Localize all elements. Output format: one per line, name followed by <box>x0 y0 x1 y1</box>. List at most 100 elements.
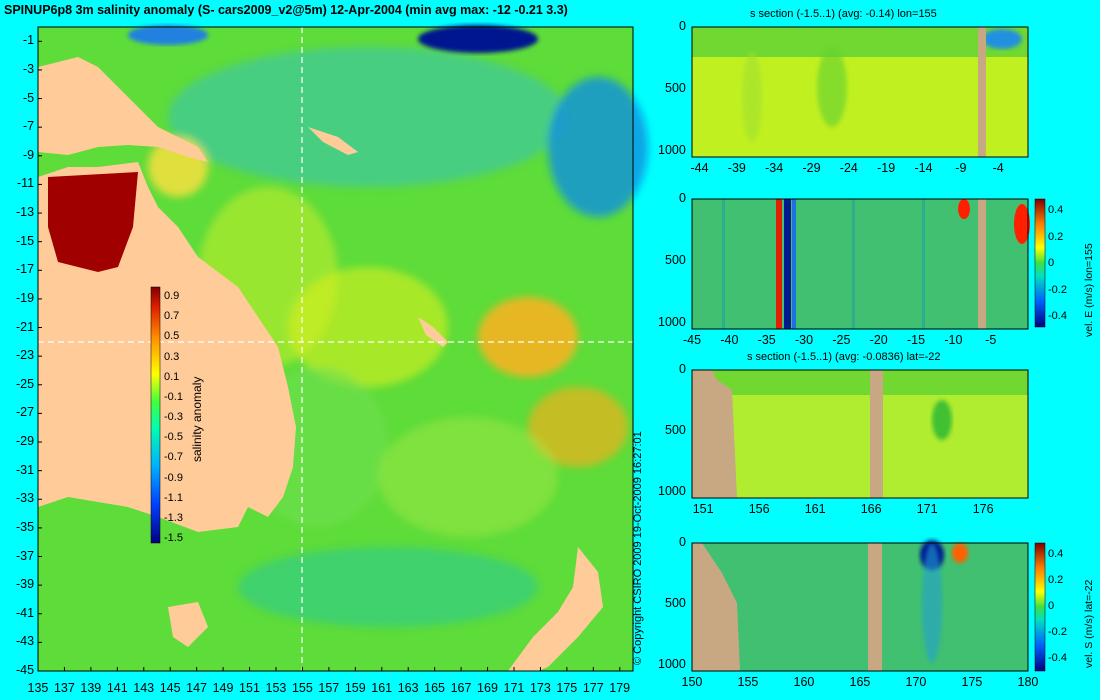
panel4-x-label: 160 <box>793 675 815 689</box>
panel2-colorbar-tick-label: 0 <box>1048 257 1055 269</box>
map-x-label: 147 <box>186 681 208 695</box>
panel3-x-label: 161 <box>804 502 826 516</box>
map-x-label: 153 <box>265 681 287 695</box>
map-colorbar-tick-label: -0.1 <box>164 390 183 403</box>
map-y-label: -11 <box>17 176 35 191</box>
panel2-x-label: -20 <box>869 333 888 347</box>
panel2-x-label: -10 <box>944 333 963 347</box>
panel2-patch <box>1014 204 1030 244</box>
panel1-x-label: -24 <box>839 161 858 175</box>
map-patch <box>528 387 628 467</box>
panel4-x-label: 155 <box>737 675 759 689</box>
solomon-islands <box>308 127 358 155</box>
panel4-colorbar-tick-label: 0.2 <box>1048 574 1064 586</box>
map-x-label: 165 <box>424 681 446 695</box>
section-panel-1 <box>691 26 1029 158</box>
map-colorbar-tick-label: -0.5 <box>164 431 183 444</box>
map-colorbar-tick-label: 0.7 <box>164 310 180 323</box>
map-y-label: -5 <box>23 90 35 105</box>
panel2-colorbar-gradient <box>1034 198 1046 328</box>
panel3-x-label: 166 <box>860 502 882 516</box>
panel2-land <box>978 199 986 329</box>
map-x-label: 135 <box>27 681 49 695</box>
map-y-label: -43 <box>16 634 35 649</box>
map-x-label: 145 <box>159 681 181 695</box>
map-patch <box>478 297 578 377</box>
panel2-colorbar-tick-label: -0.4 <box>1048 310 1067 322</box>
map-x-label: 175 <box>556 681 578 695</box>
panel1-x-label: -9 <box>955 161 967 175</box>
map-colorbar-label: salinity anomaly <box>190 376 204 462</box>
panel4-bg <box>692 543 1028 671</box>
panel2-x-label: -25 <box>832 333 851 347</box>
panel3-y-label: 0 <box>679 362 686 376</box>
map-x-ticks <box>37 667 621 671</box>
map-y-label: -3 <box>23 61 35 76</box>
panel3-title: s section (-1.5..1) (avg: -0.0836) lat=-… <box>747 351 941 363</box>
map-x-label: 151 <box>239 681 260 695</box>
panel1-y-label: 1000 <box>658 142 686 157</box>
panel4-colorbar-label: vel. S (m/s) lat=-22 <box>1083 579 1095 668</box>
map-x-label: 157 <box>318 681 340 695</box>
map-x-label: 149 <box>212 681 234 695</box>
map-y-label: -21 <box>16 319 35 334</box>
map-x-label: 171 <box>503 681 525 695</box>
panel4-x-label: 170 <box>905 675 927 689</box>
map-y-label: -15 <box>16 233 35 248</box>
panel2-stripe <box>776 199 782 329</box>
panel1-band <box>692 27 1028 57</box>
panel3-land <box>870 370 883 498</box>
map-x-label: 179 <box>609 681 631 695</box>
panel1-patch <box>982 29 1022 49</box>
map-colorbar-tick-label: -0.3 <box>164 411 183 423</box>
map-colorbar-tick-label: -1.1 <box>164 491 183 504</box>
map-patch <box>238 547 538 627</box>
panel3-band <box>692 370 1028 395</box>
panel4-y-label: 500 <box>665 595 686 610</box>
map-patch <box>378 417 558 537</box>
panel4-x-label: 180 <box>1017 675 1039 689</box>
panel3-x-label: 176 <box>972 502 994 516</box>
map-x-label: 143 <box>133 681 155 695</box>
panel4-colorbar <box>1034 542 1046 672</box>
panel1-patch <box>817 47 847 127</box>
panel4-y-label: 1000 <box>658 656 686 671</box>
panel2-frame <box>691 198 1029 330</box>
map-colorbar-gradient <box>150 286 161 544</box>
panel3-y-label: 500 <box>665 422 686 437</box>
panel3-land <box>692 370 737 498</box>
map-colorbar-tick-label: -1.5 <box>164 532 183 544</box>
panel2-x-label: -15 <box>907 333 926 347</box>
map-colorbar-tick-label: -1.3 <box>164 511 183 524</box>
panel4-patch <box>922 543 942 663</box>
map-x-label: 169 <box>477 681 498 695</box>
new-caledonia-land <box>418 317 448 347</box>
panel1-y-label: 0 <box>679 19 686 33</box>
map-colorbar-tick-label: -0.9 <box>164 471 183 484</box>
map-patch <box>548 77 648 217</box>
panel1-x-label: -4 <box>992 161 1004 175</box>
panel4-colorbar-tick-label: -0.4 <box>1048 652 1067 664</box>
panel2-stripe <box>722 199 725 329</box>
map-x-label: 163 <box>397 681 419 695</box>
panel2-x-label: -40 <box>720 333 739 347</box>
tasmania-land <box>168 602 208 647</box>
map-x-label: 139 <box>80 681 102 695</box>
panel2-bg <box>692 199 1028 329</box>
map-y-label: -29 <box>16 434 35 449</box>
panel2-colorbar <box>1034 198 1046 328</box>
map-x-label: 161 <box>371 681 393 695</box>
map-colorbar-tick-label: 0.9 <box>164 290 180 302</box>
panel1-patch <box>742 52 762 142</box>
panel2-stripe <box>852 199 855 329</box>
map-colorbar-tick-label: 0.3 <box>164 350 180 363</box>
map-x-label: 167 <box>450 681 472 695</box>
copyright-text: © Copyright CSIRO 2009 19-Oct-2009 16:27… <box>632 431 644 665</box>
new-zealand-land <box>508 547 603 671</box>
map-x-label: 159 <box>344 681 366 695</box>
panel1-y-label: 500 <box>665 80 686 95</box>
map-x-label: 155 <box>291 681 313 695</box>
panel1-x-label: -34 <box>765 161 784 175</box>
panel2-stripe <box>922 199 925 329</box>
map-colorbar-tick-label: 0.1 <box>164 370 180 383</box>
